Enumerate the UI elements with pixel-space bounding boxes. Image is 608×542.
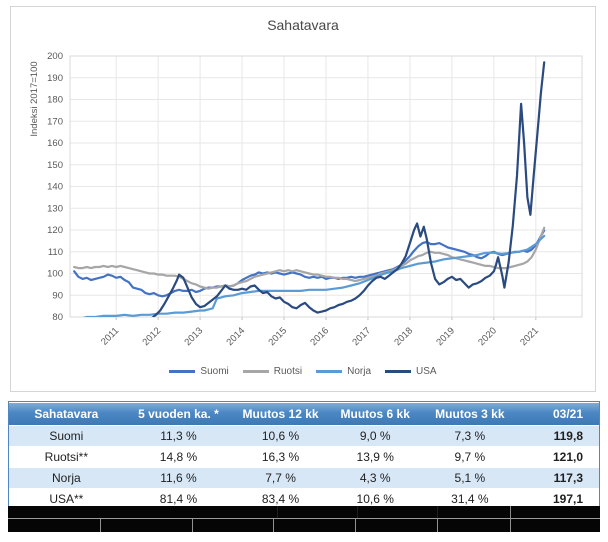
redacted-row — [8, 506, 600, 519]
y-axis-tick-label: 100 — [47, 269, 63, 280]
x-axis-tick-label: 2018 — [392, 325, 415, 348]
plot-border — [69, 55, 583, 318]
table-cell: 7,7 % — [233, 468, 328, 488]
table-cell: 10,6 % — [233, 426, 328, 446]
table-row: Ruotsi** 14,8 % 16,3 % 13,9 % 9,7 % 121,0 — [9, 447, 599, 467]
legend-label: USA — [416, 365, 437, 377]
y-axis-tick-label: 170 — [47, 116, 63, 127]
table-cell: 81,4 % — [123, 489, 234, 509]
legend-swatch-icon — [169, 369, 196, 373]
x-axis-tick-label: 2021 — [518, 325, 541, 348]
redacted-cell — [273, 519, 355, 532]
y-axis-tick-label: 110 — [48, 247, 63, 258]
legend-swatch-icon — [242, 369, 269, 373]
x-axis-tick-label: 2013 — [182, 325, 205, 348]
y-axis-tick-label: 160 — [47, 138, 63, 149]
x-axis-tick-label: 2016 — [308, 325, 331, 348]
row-label: USA** — [9, 489, 124, 509]
chart-figure: Sahatavara 80 90 100 110 120 130 140 150 160 170 1… — [10, 6, 596, 392]
legend-swatch-icon — [385, 369, 412, 373]
legend-swatch-icon — [316, 369, 343, 373]
x-axis-tick-label: 2020 — [476, 325, 499, 348]
row-label: Ruotsi** — [9, 447, 124, 467]
legend-item-norja: Norja — [316, 366, 371, 377]
x-axis-tick-label: 2019 — [434, 325, 457, 348]
x-axis-tick-label: 2012 — [141, 325, 164, 348]
redacted-cell — [357, 506, 437, 518]
y-axis-tick-label: 150 — [47, 160, 63, 171]
table-header-cell: Muutos 12 kk — [233, 403, 328, 425]
x-axis-tick-label: 2015 — [266, 325, 289, 348]
y-axis-tick-label: 120 — [47, 225, 63, 236]
table-row: USA** 81,4 % 83,4 % 10,6 % 31,4 % 197,1 — [9, 489, 599, 509]
table-cell: 14,8 % — [123, 447, 234, 467]
x-axis-tick-label: 2017 — [350, 325, 373, 348]
table-cell: 31,4 % — [422, 489, 518, 509]
y-axis-title: Indeksi 2017=100 — [29, 61, 40, 136]
table-header-cell: Muutos 6 kk — [327, 403, 423, 425]
table-header-row: Sahatavara 5 vuoden ka. * Muutos 12 kk Muut… — [9, 403, 599, 425]
stats-table-wrap: Sahatavara 5 vuoden ka. * Muutos 12 kk Muut… — [8, 401, 600, 511]
table-cell: 5,1 % — [422, 468, 518, 488]
table-cell: 9,7 % — [422, 447, 518, 467]
table-cell: 10,6 % — [327, 489, 423, 509]
row-label: Suomi — [9, 426, 124, 446]
table-cell: 117,3 — [517, 468, 599, 488]
series-line-suomi — [73, 229, 546, 298]
series-line-ruotsi — [73, 226, 546, 290]
legend-label: Ruotsi — [273, 365, 303, 377]
legend-item-usa: USA — [385, 366, 437, 377]
table-cell: 197,1 — [517, 489, 599, 509]
legend-label: Norja — [347, 365, 372, 377]
table-cell: 7,3 % — [422, 426, 518, 446]
redacted-cell — [277, 506, 357, 518]
redacted-cell — [100, 519, 192, 532]
table-cell: 83,4 % — [233, 489, 328, 509]
table-header-cell: Muutos 3 kk — [422, 403, 518, 425]
table-header-cell: 5 vuoden ka. * — [123, 403, 234, 425]
redacted-cell — [437, 519, 510, 532]
table-cell: 4,3 % — [327, 468, 423, 488]
row-label: Norja — [9, 468, 124, 488]
y-axis-tick-label: 130 — [47, 203, 63, 214]
table-cell: 16,3 % — [233, 447, 328, 467]
table-cell: 11,3 % — [123, 426, 234, 446]
y-axis-tick-label: 200 — [47, 51, 63, 62]
table-cell: 121,0 — [517, 447, 599, 467]
y-axis-tick-label: 180 — [47, 95, 63, 106]
table-cell: 9,0 % — [327, 426, 423, 446]
chart-title: Sahatavara — [267, 17, 339, 33]
line-chart: 80 90 100 110 120 130 140 150 160 170 180 190 200 201… — [29, 51, 583, 348]
table-row: Suomi 11,3 % 10,6 % 9,0 % 7,3 % 119,8 — [9, 426, 599, 446]
table-cell: 119,8 — [517, 426, 599, 446]
x-axis-tick-label: 2011 — [99, 325, 121, 347]
redacted-cell — [8, 519, 100, 532]
redacted-cell — [8, 506, 277, 518]
y-axis-tick-label: 190 — [47, 73, 63, 84]
redacted-cell — [192, 519, 273, 532]
redacted-cell — [437, 506, 510, 518]
legend-item-suomi: Suomi — [169, 365, 229, 377]
y-axis-tick-label: 140 — [47, 182, 63, 193]
legend-item-ruotsi: Ruotsi — [242, 365, 303, 377]
redacted-cell — [510, 519, 600, 532]
redacted-row — [8, 519, 600, 532]
y-axis-tick-label: 90 — [52, 290, 63, 301]
redacted-cell — [355, 519, 437, 532]
y-axis-tick-label: 80 — [52, 312, 63, 323]
chart-legend: Suomi Ruotsi Norja USA — [11, 359, 595, 383]
table-cell: 11,6 % — [123, 468, 234, 488]
table-row: Norja 11,6 % 7,7 % 4,3 % 5,1 % 117,3 — [9, 468, 599, 488]
legend-label: Suomi — [200, 365, 229, 377]
table-header-cell: 03/21 — [517, 403, 599, 425]
table-header-cell: Sahatavara — [9, 403, 124, 425]
stats-table: Sahatavara 5 vuoden ka. * Muutos 12 kk Muut… — [9, 402, 599, 510]
series-line-usa — [151, 61, 546, 317]
redacted-cell — [510, 506, 600, 518]
x-axis-tick-label: 2014 — [224, 325, 247, 348]
table-cell: 13,9 % — [327, 447, 423, 467]
